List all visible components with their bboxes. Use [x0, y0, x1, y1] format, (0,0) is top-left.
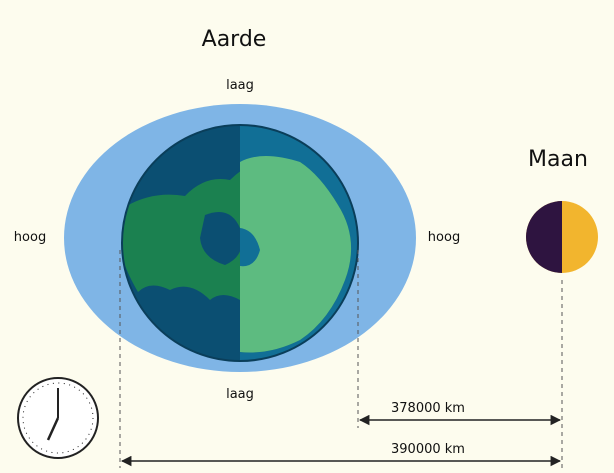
tide-label: laag [226, 387, 254, 402]
moon-label: Maan [528, 147, 588, 172]
distance-label: 390000 km [391, 442, 465, 457]
guide-lines [119, 250, 563, 468]
tide-label: hoog [14, 230, 46, 245]
clock [17, 377, 99, 459]
earth-title: Aarde [202, 27, 267, 52]
tide-label: hoog [428, 230, 460, 245]
distance-label: 378000 km [391, 401, 465, 416]
tide-label: laag [226, 78, 254, 93]
